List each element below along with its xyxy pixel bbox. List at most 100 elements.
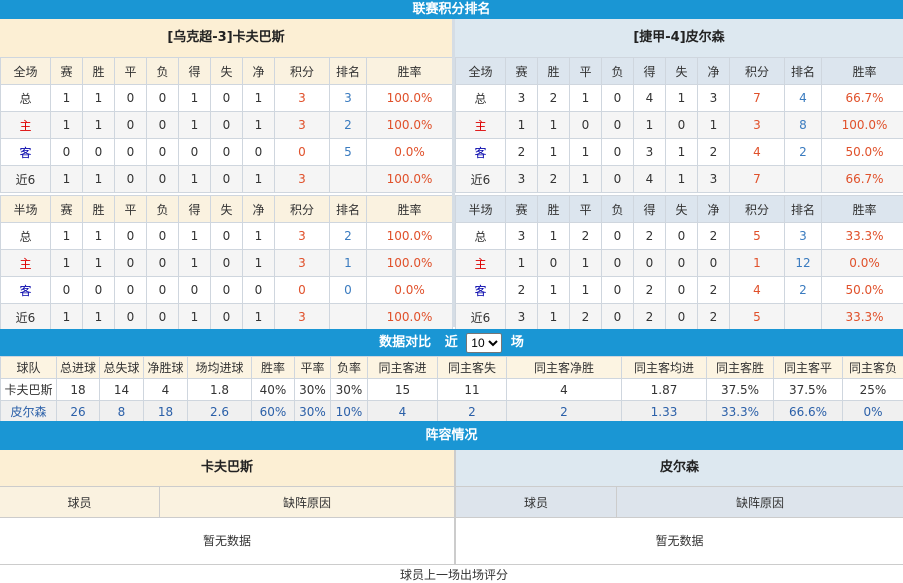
player-rating-title: 球员上一场出场评分 — [400, 566, 508, 583]
cell: 2 — [634, 223, 666, 250]
cell: 100.0% — [822, 112, 903, 139]
row-label: 客 — [1, 139, 51, 166]
cell — [785, 166, 822, 193]
cell: 1 — [570, 166, 602, 193]
cell: 1 — [83, 112, 115, 139]
cell: 1 — [698, 112, 730, 139]
cell: 0 — [243, 139, 275, 166]
cell: 1 — [179, 223, 211, 250]
cell: 2 — [785, 277, 822, 304]
cell: 0 — [602, 277, 634, 304]
cell: 0 — [211, 139, 243, 166]
near-label: 近 — [445, 335, 458, 350]
cell — [330, 304, 367, 331]
column-header: 得 — [634, 196, 666, 223]
cell: 1 — [243, 223, 275, 250]
home-lineup: 卡夫巴斯 球员缺阵原因 暂无数据 — [0, 450, 454, 565]
cell: 0.0% — [367, 139, 453, 166]
cell: 0 — [602, 85, 634, 112]
row-label: 客 — [1, 277, 51, 304]
compare-title: 数据对比 — [379, 335, 431, 350]
cell: 1 — [83, 166, 115, 193]
column-header: 半场 — [456, 196, 506, 223]
cell: 18 — [144, 401, 188, 423]
cell: 0 — [115, 304, 147, 331]
cell: 0 — [666, 277, 698, 304]
cell: 30% — [331, 379, 368, 401]
col-player: 球员 — [0, 487, 160, 517]
cell: 25% — [843, 379, 903, 401]
cell: 2 — [506, 139, 538, 166]
column-header: 场均进球 — [188, 357, 252, 379]
cell: 1 — [634, 112, 666, 139]
cell: 0 — [211, 223, 243, 250]
column-header: 胜 — [83, 58, 115, 85]
cell: 3 — [785, 223, 822, 250]
cell: 1 — [51, 304, 83, 331]
cell: 1 — [538, 223, 570, 250]
cell: 0 — [211, 304, 243, 331]
cell: 0 — [602, 223, 634, 250]
cell: 33.3% — [822, 304, 903, 331]
cell: 0 — [115, 223, 147, 250]
column-header: 负 — [602, 58, 634, 85]
cell: 1 — [243, 250, 275, 277]
cell: 1 — [51, 250, 83, 277]
no-data: 暂无数据 — [0, 518, 454, 565]
cell: 66.6% — [774, 401, 843, 423]
cell: 0 — [602, 250, 634, 277]
cell: 3 — [730, 112, 785, 139]
cell: 66.7% — [822, 85, 903, 112]
cell: 8 — [100, 401, 144, 423]
cell: 0 — [602, 166, 634, 193]
header-row: 全场赛胜平负得失净积分排名胜率 — [1, 58, 453, 85]
row-label: 主 — [1, 112, 51, 139]
cell: 1 — [51, 112, 83, 139]
column-header: 得 — [179, 58, 211, 85]
cell: 3 — [275, 85, 330, 112]
column-header: 排名 — [330, 58, 367, 85]
row-label: 近6 — [456, 304, 506, 331]
cell: 37.5% — [774, 379, 843, 401]
cell: 0 — [211, 250, 243, 277]
column-header: 排名 — [785, 196, 822, 223]
column-header: 得 — [634, 58, 666, 85]
column-header: 失 — [666, 196, 698, 223]
cell: 1.8 — [188, 379, 252, 401]
column-header: 同主客进 — [368, 357, 438, 379]
games-count-select[interactable]: 10 — [466, 333, 502, 353]
column-header: 净 — [698, 58, 730, 85]
cell: 2.6 — [188, 401, 252, 423]
cell: 100.0% — [367, 85, 453, 112]
cell: 2 — [330, 223, 367, 250]
column-header: 胜率 — [252, 357, 295, 379]
cell: 1 — [179, 112, 211, 139]
column-header: 净胜球 — [144, 357, 188, 379]
cell: 4 — [144, 379, 188, 401]
column-header: 平 — [570, 196, 602, 223]
column-header: 积分 — [275, 58, 330, 85]
cell: 100.0% — [367, 112, 453, 139]
cell: 100.0% — [367, 223, 453, 250]
cell: 0 — [83, 139, 115, 166]
column-header: 净 — [243, 196, 275, 223]
column-header: 同主客净胜 — [507, 357, 622, 379]
column-header: 同主客失 — [438, 357, 507, 379]
cell: 1.87 — [622, 379, 707, 401]
cell: 1 — [83, 223, 115, 250]
cell: 0 — [666, 304, 698, 331]
column-header: 负 — [147, 196, 179, 223]
cell: 4 — [730, 277, 785, 304]
cell: 0 — [147, 166, 179, 193]
cell: 3 — [698, 166, 730, 193]
column-header: 赛 — [506, 196, 538, 223]
cell: 15 — [368, 379, 438, 401]
cell: 4 — [507, 379, 622, 401]
cell: 0 — [243, 277, 275, 304]
